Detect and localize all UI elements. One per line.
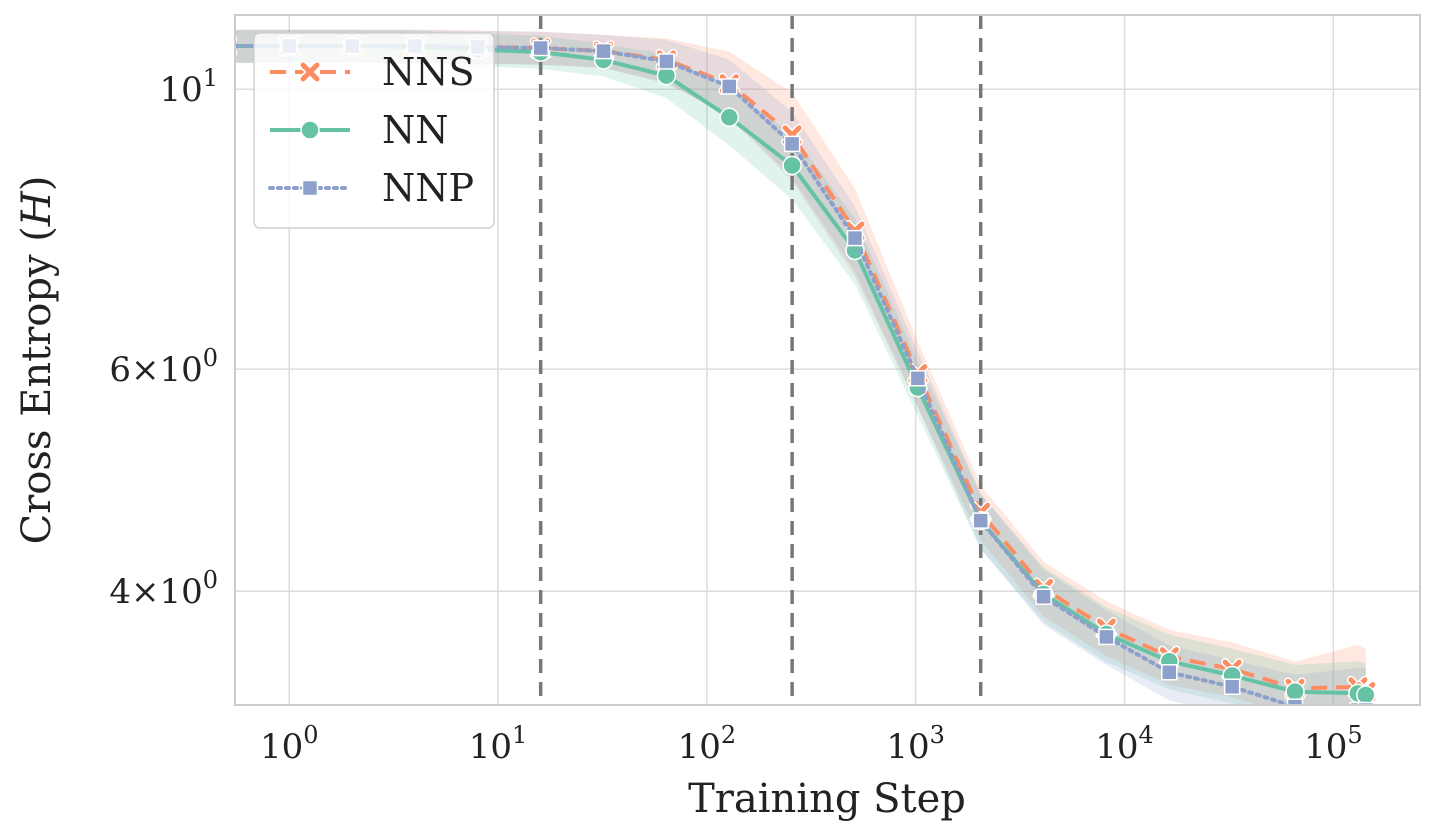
legend-label: NNS — [382, 50, 475, 94]
marker-square — [909, 370, 927, 387]
x-tick-label: 100 — [260, 721, 319, 767]
x-tick-label: 103 — [886, 721, 945, 767]
marker-square — [783, 135, 801, 153]
marker-square — [595, 42, 612, 60]
marker-square — [532, 39, 549, 57]
marker-circle — [300, 120, 320, 140]
y-tick-label: 4×100 — [109, 566, 218, 612]
series-line — [235, 44, 1367, 694]
marker-square — [1223, 678, 1241, 696]
marker-square — [1161, 664, 1178, 681]
marker-square — [1286, 698, 1304, 705]
marker-circle — [1285, 681, 1305, 702]
marker-square — [972, 512, 989, 529]
legend-item-nns: NNS — [270, 50, 475, 94]
legend-item-nnp: NNP — [268, 166, 474, 210]
marker-square — [1098, 628, 1115, 646]
plot-frame — [234, 14, 1421, 706]
marker-circle — [719, 107, 740, 128]
x-tick-label: 104 — [1095, 721, 1154, 767]
marker-circle — [1356, 685, 1376, 705]
x-tick-label: 101 — [469, 721, 528, 767]
marker-x — [299, 61, 321, 83]
legend-label: NN — [382, 108, 449, 152]
legend-label: NNP — [382, 166, 474, 210]
marker-square — [1357, 701, 1375, 705]
marker-square — [301, 179, 319, 197]
marker-square — [846, 229, 864, 247]
marker-square — [658, 53, 675, 70]
y-axis-ticks: 4×100 6×100 101 — [109, 64, 218, 612]
marker-square — [721, 78, 738, 95]
x-tick-label: 102 — [678, 721, 737, 767]
legend-item-nn: NN — [270, 108, 449, 152]
marker-circle — [782, 155, 802, 176]
marker-square — [1035, 588, 1052, 605]
y-tick-label: 6×100 — [109, 344, 218, 390]
legend: NNS NN NNP — [253, 32, 495, 229]
x-axis-label: Training Step — [688, 776, 966, 822]
x-tick-label: 105 — [1304, 721, 1363, 767]
y-tick-label: 101 — [159, 64, 218, 110]
y-axis-label: Cross Entropy (H) — [14, 176, 60, 545]
x-axis-ticks: 100 101 102 103 104 105 — [260, 721, 1363, 767]
grid-lines — [235, 15, 1420, 705]
